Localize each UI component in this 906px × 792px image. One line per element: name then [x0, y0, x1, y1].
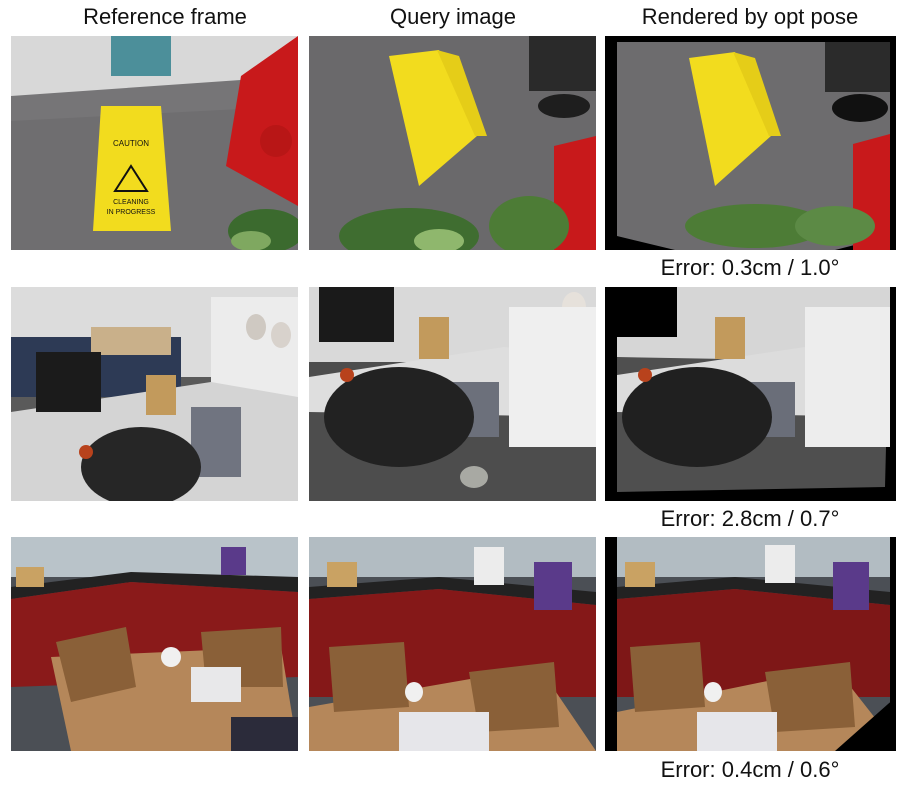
row1-rendered-image — [605, 36, 896, 250]
row2-error-label: Error: 2.8cm / 0.7° — [660, 506, 840, 531]
sign-cleaning-text: CLEANING — [113, 199, 149, 206]
row2-query-image — [309, 287, 596, 501]
row1-query-image — [309, 36, 596, 250]
row2-reference-image — [11, 287, 298, 501]
row3-rendered-image — [605, 537, 896, 751]
row1-reference-image: CAUTION CLEANING IN PROGRESS — [11, 36, 298, 250]
header-rendered: Rendered by opt pose — [641, 4, 859, 29]
sign-progress-text: IN PROGRESS — [107, 209, 156, 216]
row3-query-image — [309, 537, 596, 751]
row2-rendered-image — [605, 287, 896, 501]
sign-caution-text: CAUTION — [113, 139, 149, 148]
row3-reference-image — [11, 537, 298, 751]
row3-error-label: Error: 0.4cm / 0.6° — [660, 757, 840, 782]
header-query: Query image — [390, 4, 516, 29]
row1-error-label: Error: 0.3cm / 1.0° — [660, 255, 840, 280]
header-reference: Reference frame — [83, 4, 247, 29]
